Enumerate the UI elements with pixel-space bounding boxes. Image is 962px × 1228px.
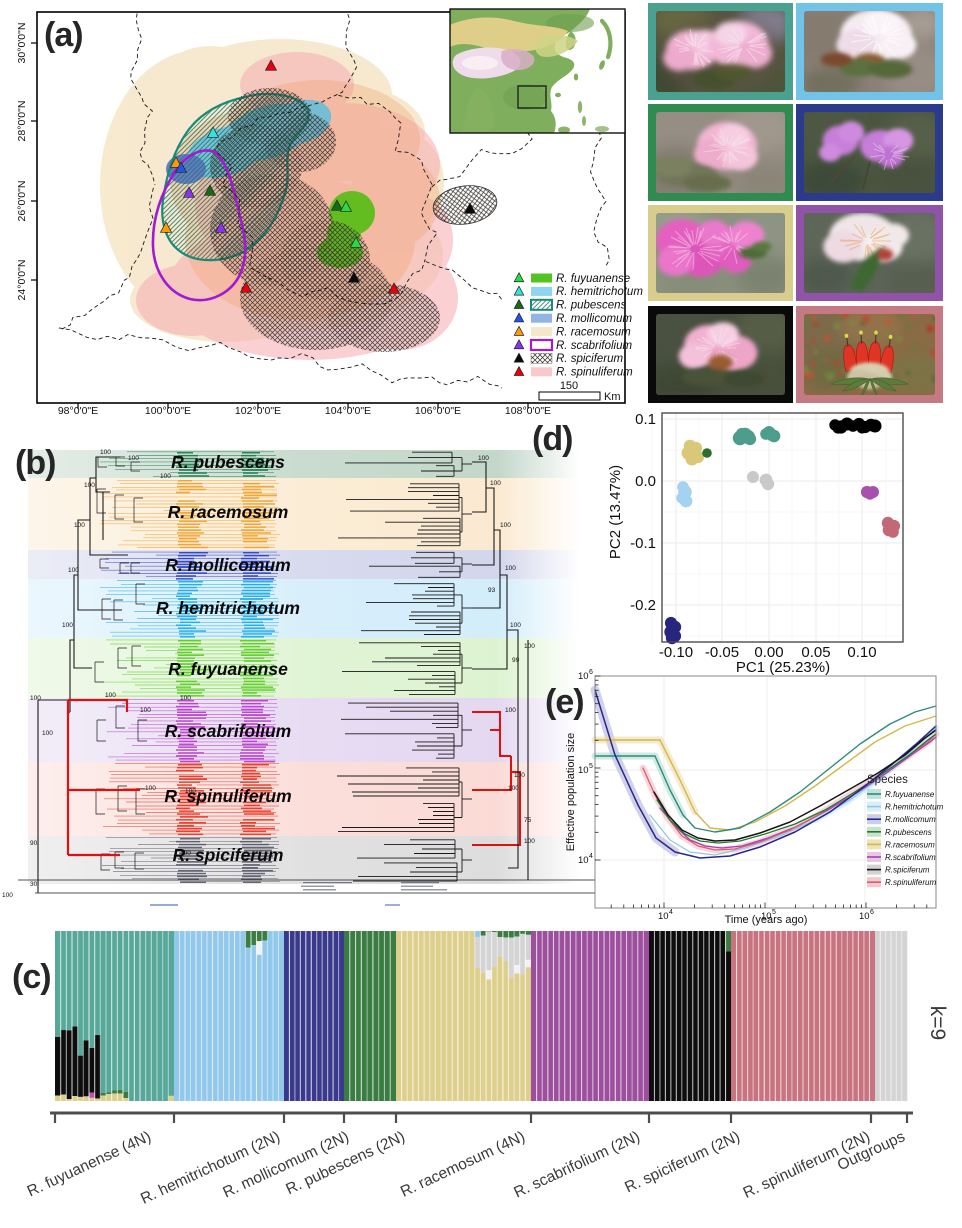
svg-text:5: 5 xyxy=(589,763,593,770)
svg-text:k=9: k=9 xyxy=(926,1006,949,1040)
svg-text:R. racemosum: R. racemosum xyxy=(556,326,631,338)
svg-text:R. scabrifolium (2N): R. scabrifolium (2N) xyxy=(511,1128,642,1201)
svg-text:10: 10 xyxy=(658,911,669,922)
svg-text:R. scabrifolium: R. scabrifolium xyxy=(165,721,291,741)
svg-text:R.scabrifolium: R.scabrifolium xyxy=(885,853,936,862)
svg-text:100: 100 xyxy=(514,772,525,779)
svg-text:R. pubescens: R. pubescens xyxy=(171,452,285,472)
svg-text:6: 6 xyxy=(589,669,593,676)
svg-text:100: 100 xyxy=(84,482,95,489)
svg-text:R. spinuliferum: R. spinuliferum xyxy=(556,367,633,379)
svg-text:4: 4 xyxy=(589,853,593,860)
svg-text:100: 100 xyxy=(128,455,139,462)
svg-text:R. fuyuanense: R. fuyuanense xyxy=(556,273,630,285)
svg-text:R.racemosum: R.racemosum xyxy=(885,840,935,849)
svg-text:R. scabrifolium: R. scabrifolium xyxy=(556,340,632,352)
svg-text:100: 100 xyxy=(180,695,191,702)
svg-text:150: 150 xyxy=(560,380,578,392)
svg-text:10: 10 xyxy=(578,765,589,776)
svg-text:30: 30 xyxy=(30,881,38,888)
svg-text:R. spinuliferum: R. spinuliferum xyxy=(164,786,291,806)
svg-text:100: 100 xyxy=(74,522,85,529)
svg-text:4: 4 xyxy=(669,909,673,916)
svg-text:R.fuyuanense: R.fuyuanense xyxy=(885,790,935,799)
svg-text:R. mollicomum: R. mollicomum xyxy=(556,313,632,325)
svg-text:100: 100 xyxy=(478,455,489,462)
svg-text:104°0'0"E: 104°0'0"E xyxy=(325,405,371,417)
svg-text:R. pubescens: R. pubescens xyxy=(556,300,627,312)
svg-text:R. hemitrichotum: R. hemitrichotum xyxy=(556,286,643,298)
svg-text:6: 6 xyxy=(870,909,874,916)
svg-text:100: 100 xyxy=(100,449,111,456)
svg-text:R. spiciferum: R. spiciferum xyxy=(556,353,624,365)
svg-text:100: 100 xyxy=(62,622,73,629)
svg-text:100: 100 xyxy=(30,695,41,702)
svg-text:100: 100 xyxy=(145,785,156,792)
svg-text:100: 100 xyxy=(42,730,53,737)
svg-text:Time (years ago): Time (years ago) xyxy=(725,914,808,926)
svg-text:100: 100 xyxy=(524,838,535,845)
svg-text:10: 10 xyxy=(578,671,589,682)
svg-text:100: 100 xyxy=(185,788,196,795)
svg-text:R.spiciferum: R.spiciferum xyxy=(885,866,930,875)
svg-text:0.0: 0.0 xyxy=(635,473,656,490)
svg-text:0.05: 0.05 xyxy=(801,644,830,661)
svg-text:R.hemitrichotum: R.hemitrichotum xyxy=(885,803,944,812)
svg-text:98°0'0"E: 98°0'0"E xyxy=(58,405,98,417)
svg-text:100: 100 xyxy=(490,480,501,487)
svg-text:0.00: 0.00 xyxy=(754,644,783,661)
svg-text:100: 100 xyxy=(510,622,521,629)
svg-text:-0.05: -0.05 xyxy=(705,644,739,661)
svg-text:R. fuyuanense (4N): R. fuyuanense (4N) xyxy=(25,1128,154,1200)
svg-text:R. spiciferum: R. spiciferum xyxy=(173,845,284,865)
svg-text:R. hemitrichotum: R. hemitrichotum xyxy=(156,598,300,618)
svg-text:100°0'0"E: 100°0'0"E xyxy=(145,405,191,417)
svg-text:R. fuyuanense: R. fuyuanense xyxy=(168,659,288,679)
svg-text:75: 75 xyxy=(524,817,532,824)
svg-text:Km: Km xyxy=(604,391,621,403)
svg-text:5: 5 xyxy=(772,909,776,916)
svg-text:-0.2: -0.2 xyxy=(630,597,656,614)
svg-text:-0.10: -0.10 xyxy=(659,644,693,661)
svg-text:90: 90 xyxy=(30,840,38,847)
svg-text:R. spiciferum (2N): R. spiciferum (2N) xyxy=(622,1128,742,1196)
svg-text:R.mollicomum: R.mollicomum xyxy=(885,815,936,824)
svg-text:102°0'0"E: 102°0'0"E xyxy=(235,405,281,417)
svg-text:PC1 (25.23%): PC1 (25.23%) xyxy=(736,659,830,675)
svg-text:R.spinuliferum: R.spinuliferum xyxy=(885,878,936,887)
svg-text:Species: Species xyxy=(867,774,908,786)
svg-text:100: 100 xyxy=(508,785,519,792)
svg-text:100: 100 xyxy=(68,567,79,574)
svg-text:R. mollicomum: R. mollicomum xyxy=(165,555,290,575)
svg-text:106°0'0"E: 106°0'0"E xyxy=(415,405,461,417)
svg-text:-0.1: -0.1 xyxy=(630,535,656,552)
svg-text:PC2 (13.47%): PC2 (13.47%) xyxy=(607,465,624,559)
svg-text:26°0'0"N: 26°0'0"N xyxy=(16,181,28,222)
svg-text:100: 100 xyxy=(500,522,511,529)
svg-text:100: 100 xyxy=(160,473,171,480)
svg-text:0.10: 0.10 xyxy=(847,644,876,661)
svg-text:99: 99 xyxy=(512,657,520,664)
svg-text:100: 100 xyxy=(505,707,516,714)
svg-text:100: 100 xyxy=(2,892,13,899)
svg-text:100: 100 xyxy=(180,850,191,857)
svg-text:R. racemosum (4N): R. racemosum (4N) xyxy=(398,1128,528,1201)
svg-text:Effective population size: Effective population size xyxy=(565,733,577,851)
svg-text:108°0'0"E: 108°0'0"E xyxy=(505,405,551,417)
svg-text:30°0'0"N: 30°0'0"N xyxy=(16,23,28,64)
svg-text:28°0'0"N: 28°0'0"N xyxy=(16,101,28,142)
svg-text:100: 100 xyxy=(140,707,151,714)
svg-text:24°0'0"N: 24°0'0"N xyxy=(16,260,28,301)
svg-text:100: 100 xyxy=(105,692,116,699)
svg-text:93: 93 xyxy=(488,587,496,594)
svg-text:100: 100 xyxy=(505,565,516,572)
svg-text:10: 10 xyxy=(761,911,772,922)
svg-text:10: 10 xyxy=(859,911,870,922)
svg-text:100: 100 xyxy=(524,643,535,650)
svg-text:R. racemosum: R. racemosum xyxy=(168,502,289,522)
svg-text:0.1: 0.1 xyxy=(635,411,656,428)
svg-text:R.pubescens: R.pubescens xyxy=(885,828,932,837)
svg-text:10: 10 xyxy=(578,855,589,866)
